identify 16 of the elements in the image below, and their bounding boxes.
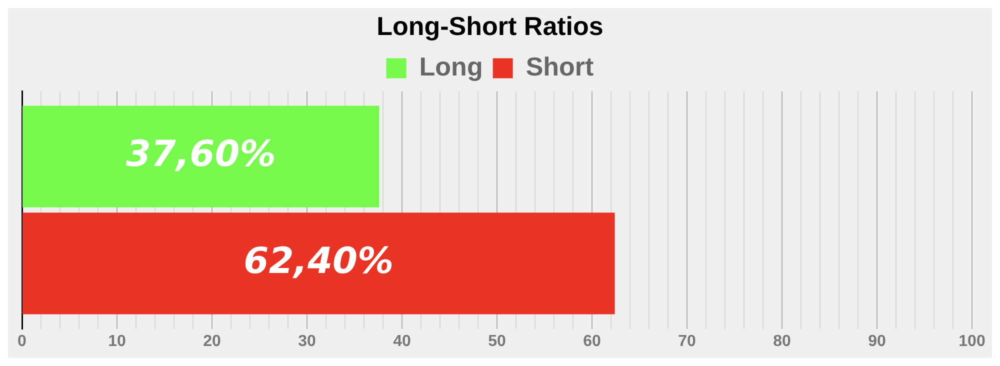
x-tick-label: 70 bbox=[678, 332, 696, 350]
x-tick-label: 80 bbox=[773, 332, 791, 350]
x-tick-label: 40 bbox=[393, 332, 411, 350]
x-tick-label: 50 bbox=[488, 332, 506, 350]
legend-label: Short bbox=[526, 51, 594, 82]
x-tick-label: 20 bbox=[203, 332, 221, 350]
x-tick-label: 10 bbox=[108, 332, 126, 350]
data-label: 62,40% bbox=[244, 240, 394, 282]
legend-label: Long bbox=[419, 51, 483, 82]
x-tick-label: 30 bbox=[298, 332, 316, 350]
x-tick-label: 100 bbox=[958, 332, 986, 350]
x-tick-label: 90 bbox=[868, 332, 886, 350]
x-tick-label: 60 bbox=[583, 332, 601, 350]
data-label: 37,60% bbox=[126, 134, 276, 175]
chart-title: Long-Short Ratios bbox=[376, 10, 604, 41]
x-tick-label: 0 bbox=[18, 332, 27, 350]
